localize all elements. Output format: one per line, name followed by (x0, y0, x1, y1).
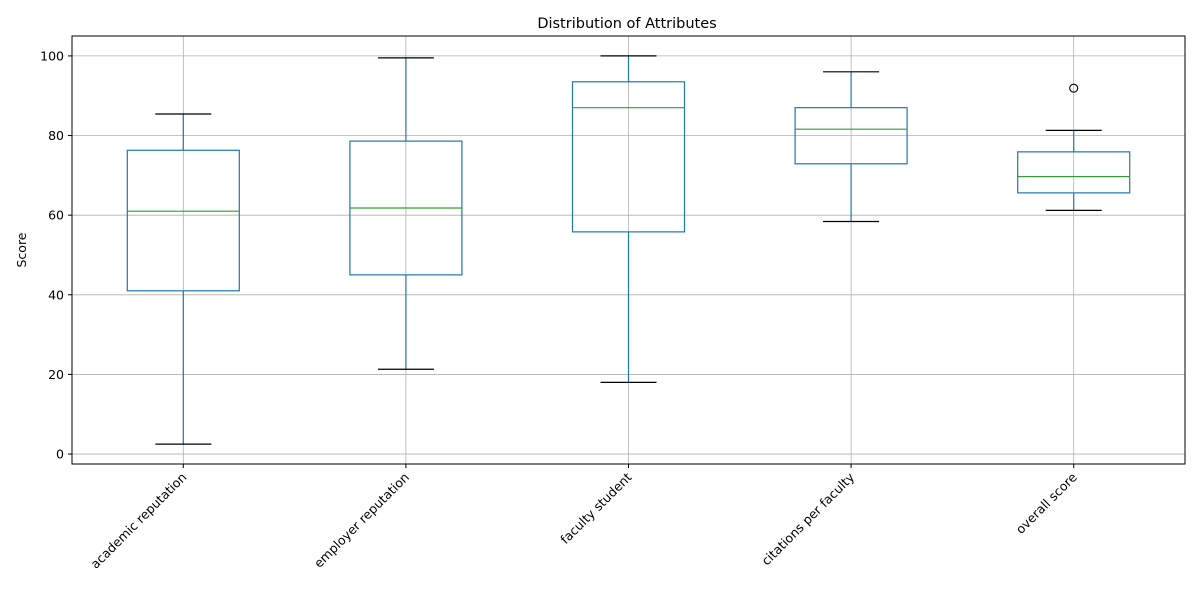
chart-title: Distribution of Attributes (537, 16, 716, 32)
x-tick-label: academic reputation (87, 470, 189, 572)
tick-layer: 0 20 40 60 80 100 academic reputation employer … (40, 48, 1080, 571)
y-axis-label: Score (14, 232, 29, 267)
outlier-point (1069, 83, 1079, 93)
x-tick-label: overall score (1013, 469, 1080, 536)
box-group (349, 57, 463, 370)
box-group (1017, 83, 1131, 211)
plot-frame (71, 35, 1186, 465)
box-group (571, 55, 686, 383)
y-tick-label: 60 (48, 208, 64, 223)
y-tick-label: 20 (48, 367, 64, 382)
box-group (794, 71, 908, 223)
y-tick-label: 0 (56, 447, 64, 462)
y-tick-label: 80 (48, 128, 64, 143)
y-tick-label: 40 (48, 287, 64, 302)
box-layer (126, 55, 1131, 445)
x-tick-label: citations per faculty (758, 469, 857, 568)
box-group (126, 113, 240, 445)
x-tick-label: faculty student (557, 469, 634, 546)
x-tick-label: employer reputation (311, 470, 412, 571)
y-tick-label: 100 (40, 48, 64, 63)
